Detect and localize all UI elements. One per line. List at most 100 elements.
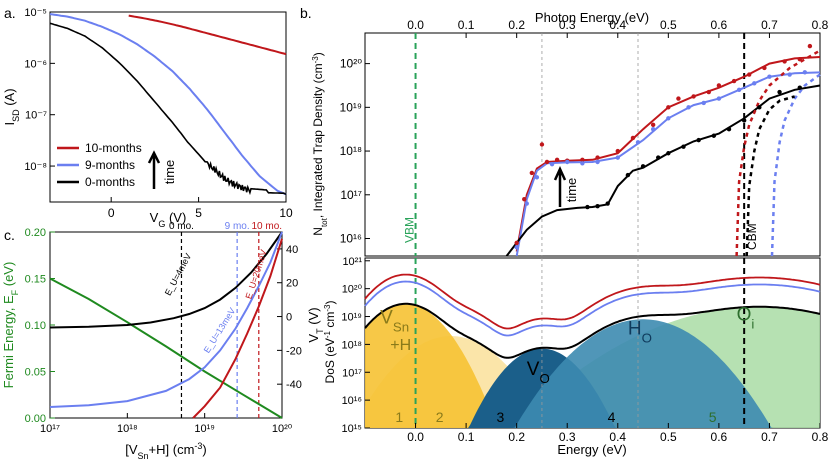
panel-b-top-y-axis-label: Ntot, Integrated Trap Density (cm-3) [311, 52, 329, 235]
bt-data-point [650, 122, 656, 128]
a-y-tick-label: 10⁻⁷ [25, 110, 47, 122]
bb-x-tick-label: 0.3 [559, 430, 576, 444]
bb-x-tick-label: 0.0 [407, 430, 424, 444]
bt-data-point [666, 116, 671, 121]
bt-y-tick-label: 10¹⁷ [340, 188, 362, 202]
bb-vsn-h-label: +H [390, 337, 411, 354]
bt-x-tick-label: 0.1 [458, 18, 475, 32]
bt-data-point [802, 70, 808, 75]
c-series-line-E_F [49, 277, 283, 419]
bb-y-tick-label: 10¹⁶ [342, 395, 362, 407]
bt-data-point [605, 201, 610, 206]
bt-data-point [656, 155, 661, 160]
c-series-line-E_U=13meV [49, 231, 283, 408]
a-y-tick-label: 10⁻⁶ [24, 58, 47, 70]
bt-data-point [731, 78, 737, 84]
bt-data-point [701, 100, 706, 106]
bb-envelope-9-months [364, 280, 821, 337]
bt-data-point [767, 74, 772, 79]
bb-region-number: 2 [436, 409, 444, 425]
c-right-tick-label: -20 [286, 345, 302, 357]
bt-data-point [635, 140, 641, 145]
c-vline-label: 9 mo. [225, 221, 250, 232]
bt-data-point [514, 245, 519, 250]
panel-b-label: b. [300, 5, 312, 21]
a-x-tick-label: 10 [279, 206, 293, 220]
panel-b-bottom-plot-area: 0.0 0.1 0.2 0.3 0.4 0.5 0.6 0.7 0.8 10¹⁵ 10¹⁶ 10¹⁷ 1… [341, 256, 828, 444]
panel-b-top-x-axis-label: Photon Energy (eV) [535, 10, 649, 25]
bt-x-tick-label: 0.3 [559, 18, 576, 32]
bt-x-tick-label: 0.5 [660, 18, 677, 32]
a-series-line-9-months [49, 13, 287, 196]
bt-data-point [762, 65, 767, 71]
bb-x-tick-label: 0.1 [458, 430, 475, 444]
bb-y-tick-label: 10²⁰ [342, 284, 363, 296]
panel-a: a. 0 5 10 10⁻⁸ 10⁻⁷ 10⁻⁶ 10⁻⁵ 10-months 9-month… [2, 5, 293, 229]
c-right-tick-label: 0 [286, 312, 292, 324]
bt-y-tick-label: 10¹⁸ [340, 144, 362, 158]
bt-data-point [595, 155, 600, 160]
bb-envelope-0-months [364, 302, 821, 359]
c-left-tick-label: 0.15 [25, 274, 46, 286]
c-series-line-E_U=4meV [49, 231, 283, 329]
c-right-tick-label: 40 [286, 244, 298, 256]
bt-data-point [549, 161, 555, 167]
bt-data-point [580, 157, 585, 163]
a-legend-label: 0-months [85, 175, 135, 189]
a-x-tick-label: 0 [108, 206, 115, 220]
bb-x-tick-label: 0.8 [812, 430, 829, 444]
bb-envelope-10-months [364, 273, 821, 330]
bt-data-point [787, 72, 792, 77]
bt-data-point [686, 105, 691, 110]
c-x-tick-label: 10¹⁹ [194, 423, 215, 435]
bt-data-point [615, 148, 620, 154]
bb-y-tick-label: 10²¹ [342, 256, 362, 268]
bt-data-point [625, 172, 631, 178]
bt-time-label: time [564, 178, 579, 203]
bb-x-tick-label: 0.7 [761, 430, 778, 444]
a-series-line-10-months [128, 14, 287, 56]
bb-region-number: 5 [709, 409, 717, 425]
bt-data-point [797, 57, 802, 62]
bt-data-point [534, 175, 540, 180]
bb-gaussian-H_O [365, 319, 820, 428]
a-y-tick-label: 10⁻⁸ [24, 161, 47, 173]
bt-data-point [544, 159, 550, 165]
bt-series-line-9-months [515, 71, 821, 257]
bt-data-point [782, 59, 787, 64]
c-right-tick-label: -40 [286, 379, 302, 391]
bt-data-point [797, 85, 802, 90]
c-curve-label: E_U=4meV [163, 252, 194, 298]
bt-x-tick-label: 0.7 [761, 18, 778, 32]
bt-data-point [529, 170, 535, 176]
a-x-tick-label: 5 [195, 206, 202, 220]
bt-data-point [807, 43, 813, 49]
panel-a-x-axis-label: VG (V) [150, 210, 187, 229]
a-legend-label: 10-months [85, 141, 142, 155]
c-curve-label: E_U=13meV [202, 306, 238, 355]
c-right-tick-label: 20 [286, 278, 298, 290]
vbm-label: VBM [403, 217, 417, 243]
bb-x-tick-label: 0.2 [508, 430, 525, 444]
a-legend-label: 9-months [85, 158, 135, 172]
bt-data-point [666, 151, 671, 156]
panel-c-plot-area: 10¹⁷ 10¹⁸ 10¹⁹ 10²⁰ 0.00 0.05 0.10 0.15 0.20 -40 -… [25, 221, 302, 435]
c-left-tick-label: 0.00 [25, 413, 46, 425]
bt-data-point [681, 144, 686, 149]
bt-data-point [666, 105, 671, 110]
bb-defect-label: VO [527, 359, 550, 386]
bt-data-point [676, 96, 681, 101]
bt-x-tick-label: 0.2 [508, 18, 525, 32]
a-y-tick-label: 10⁻⁵ [24, 7, 47, 19]
panel-b-top-frame [364, 32, 821, 257]
bb-gaussian-V_Sn+H [365, 304, 820, 428]
panel-a-plot-area: 0 5 10 10⁻⁸ 10⁻⁷ 10⁻⁶ 10⁻⁵ [24, 7, 293, 220]
bb-defect-label: Oi [737, 305, 755, 332]
bt-series-line-0-months dotted [745, 95, 796, 257]
bt-data-point [630, 135, 636, 141]
bt-data-point [640, 164, 646, 169]
bt-data-point [595, 159, 600, 165]
bt-series-line-10-months dotted [735, 49, 821, 257]
bt-data-point [565, 159, 570, 165]
